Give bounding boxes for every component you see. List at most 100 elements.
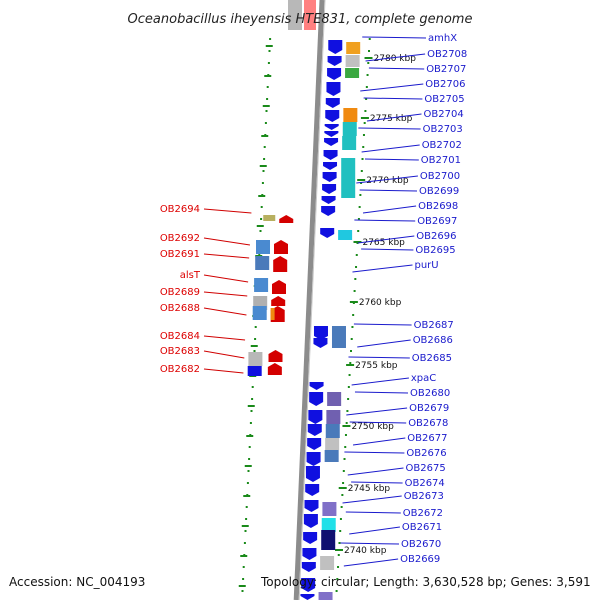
gene-label-right: OB2679 (409, 403, 449, 414)
right-guide-dot (349, 362, 352, 364)
kbp-tick-mark (364, 57, 373, 59)
gene-feature-box (256, 240, 270, 254)
gene-label-right: OB2705 (424, 94, 464, 105)
reverse-gene-arrow (309, 382, 324, 390)
gene-label-right: OB2697 (417, 216, 457, 227)
gene-label-left: alsT (180, 270, 201, 281)
right-guide-dot (363, 122, 366, 124)
right-guide-dot (339, 518, 342, 520)
left-guide-dot (246, 482, 249, 484)
gene-label-leader (359, 189, 418, 192)
gene-label-right: OB2695 (415, 245, 455, 256)
kbp-tick-mark (357, 179, 366, 181)
gene-label-right: OB2707 (426, 64, 466, 75)
gene-label-leader (351, 377, 409, 386)
right-guide-dot (344, 434, 347, 436)
gene-feature-box (321, 518, 336, 532)
right-guide-dot (346, 410, 349, 412)
gene-label-leader (348, 356, 410, 359)
reverse-gene-arrow (325, 98, 340, 108)
gene-label-leader (354, 219, 416, 222)
gene-feature-box (322, 502, 337, 516)
reverse-gene-arrow (322, 172, 337, 182)
gene-label-right: OB2700 (420, 171, 460, 182)
reverse-gene-arrow (327, 68, 342, 80)
gene-label-right: OB2686 (413, 335, 453, 346)
gene-label-leader (203, 208, 252, 214)
left-guide-dash (258, 195, 266, 197)
reverse-gene-arrow (302, 548, 317, 560)
gene-label-right: OB2699 (419, 186, 459, 197)
reverse-gene-arrow (303, 532, 318, 544)
left-guide-dot (253, 350, 256, 352)
gene-label-leader (365, 53, 426, 62)
gene-label-leader (361, 248, 414, 251)
left-guide-dot (266, 86, 269, 88)
gene-label-right: OB2676 (406, 448, 446, 459)
gene-label-right: OB2708 (427, 49, 467, 60)
gene-feature-box (321, 530, 336, 550)
right-guide-dot (348, 374, 351, 376)
right-guide-dot (343, 458, 346, 460)
gene-label-leader (203, 237, 251, 246)
kbp-tick-mark (346, 364, 355, 366)
gene-label-leader (366, 113, 422, 122)
reverse-gene-arrow (307, 438, 322, 450)
left-guide-dot (263, 146, 266, 148)
gene-labels: amhX OB2708 OB2707 OB2706 OB2705 OB2704 OB2703… (160, 33, 467, 565)
reverse-gene-arrow (300, 594, 315, 600)
gene-label-right: OB2672 (403, 508, 443, 519)
gene-feature-box (255, 256, 270, 270)
gene-feature-box (254, 278, 269, 292)
left-guide-dot (247, 470, 250, 472)
forward-gene-arrow (272, 280, 286, 294)
gene-label-leader (363, 97, 423, 100)
left-guide-dot (251, 398, 254, 400)
gene-feature-box (346, 42, 361, 54)
gene-label-leader (203, 350, 245, 359)
gene-feature-box (288, 0, 302, 30)
right-guide-dot (339, 530, 342, 532)
gene-label-right: OB2706 (425, 79, 465, 90)
kbp-tick-mark (349, 301, 358, 303)
reverse-gene-arrow (301, 578, 316, 592)
gene-label-leader (351, 481, 403, 484)
left-guide-dash (265, 45, 273, 47)
reverse-gene-arrow (308, 410, 323, 424)
left-guide-dash (250, 345, 258, 347)
right-guide-dot (359, 194, 362, 196)
gene-feature-box (248, 352, 263, 366)
kbp-tick-mark (353, 241, 362, 243)
gene-label-leader (203, 291, 248, 297)
gene-feature-box (324, 450, 339, 462)
right-guide-dot (340, 506, 343, 508)
gene-label-right: OB2669 (400, 554, 440, 565)
gene-label-leader (357, 235, 415, 244)
gene-label-right: OB2675 (406, 463, 446, 474)
gene-label-leader (203, 274, 249, 283)
right-guide-dot (337, 554, 340, 556)
left-guide-dot (265, 110, 268, 112)
reverse-gene-arrow (326, 82, 341, 96)
gene-feature-box (327, 392, 342, 406)
gene-label-leader (343, 558, 399, 567)
left-guide-dash (261, 135, 269, 137)
left-guide-dash (238, 585, 246, 587)
genome-axis-highlight (298, 0, 326, 600)
right-guide-dot (335, 590, 338, 592)
left-guide-dash (264, 75, 272, 77)
left-guide-dot (261, 182, 264, 184)
right-guide-dot (355, 266, 358, 268)
gene-label-left: OB2691 (160, 249, 200, 260)
left-guide-dash (244, 465, 252, 467)
reverse-gene-arrow (328, 40, 343, 54)
reverse-gene-arrow (309, 392, 324, 406)
reverse-gene-arrow (324, 124, 339, 130)
gene-feature-box (342, 136, 357, 150)
gene-label-right: OB2696 (416, 231, 456, 242)
gene-label-leader (346, 407, 408, 416)
right-guide-dot (365, 98, 368, 100)
right-guide-dot (367, 62, 370, 64)
left-guide-dot (244, 530, 247, 532)
gene-feature-box (343, 108, 358, 122)
